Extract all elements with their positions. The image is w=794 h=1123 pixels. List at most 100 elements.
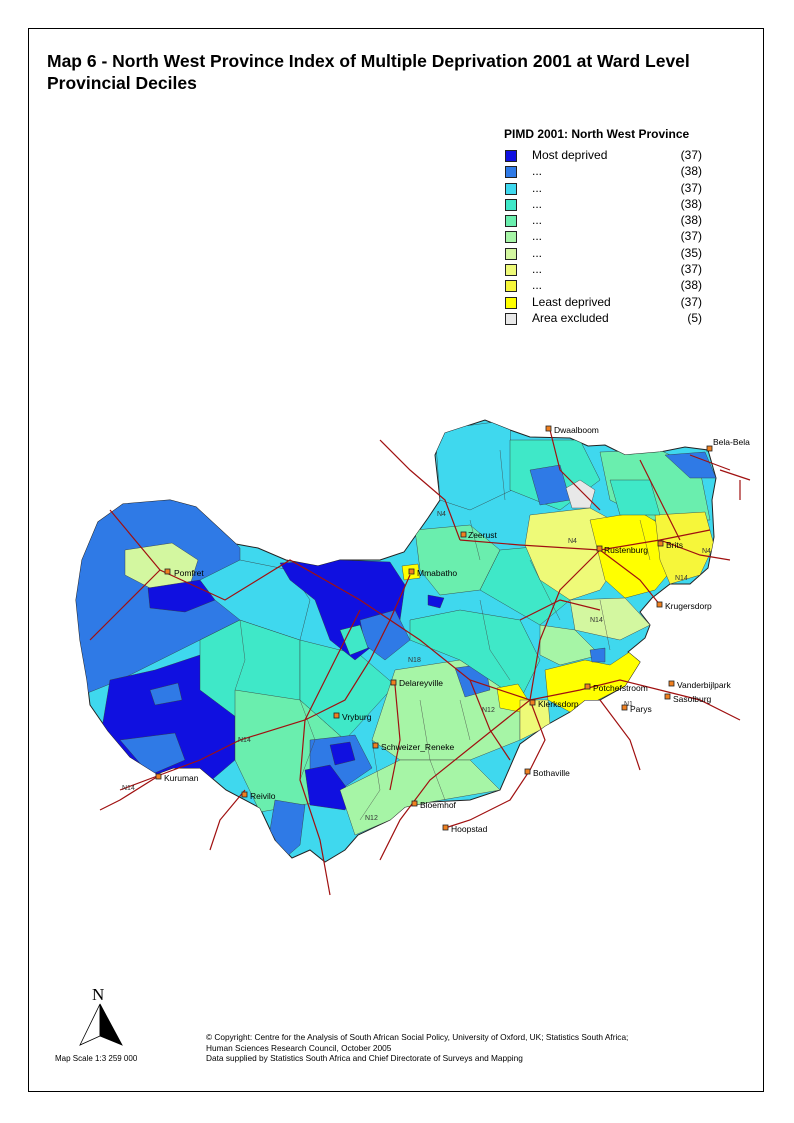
town-label-delareyville: Delareyville bbox=[399, 678, 443, 688]
road-label-n14: N14 bbox=[238, 737, 251, 744]
legend-count: (37) bbox=[680, 262, 702, 277]
town-marker bbox=[529, 699, 536, 706]
road-label-n4: N4 bbox=[568, 538, 577, 545]
legend-title: PIMD 2001: North West Province bbox=[504, 127, 690, 141]
legend-swatch bbox=[505, 166, 517, 179]
map-scale: Map Scale 1:3 259 000 bbox=[55, 1054, 138, 1063]
legend-count: (37) bbox=[680, 148, 702, 162]
north-arrow-left-icon bbox=[79, 1003, 101, 1046]
credits-line-2: Human Sciences Research Council, October… bbox=[206, 1042, 392, 1053]
ward-region bbox=[589, 647, 606, 663]
north-label: N bbox=[92, 985, 104, 1004]
road-network bbox=[89, 429, 751, 896]
legend-swatch bbox=[505, 231, 517, 244]
legend-label: ... bbox=[532, 245, 543, 260]
road-label-n12: N12 bbox=[482, 707, 495, 714]
town-marker bbox=[657, 540, 664, 547]
title-line-1: Map 6 - North West Province Index of Mul… bbox=[47, 51, 690, 71]
legend-label: ... bbox=[532, 213, 543, 228]
town-marker bbox=[442, 824, 449, 831]
town-marker bbox=[584, 683, 591, 690]
town-label-bela-bela: Bela-Bela bbox=[713, 437, 750, 447]
road-label-n14: N14 bbox=[675, 575, 688, 582]
town-marker bbox=[333, 712, 340, 719]
ward-regions bbox=[76, 420, 716, 859]
legend-item: ... (38) bbox=[504, 278, 714, 294]
ward-region bbox=[409, 609, 541, 701]
legend-swatch bbox=[505, 198, 517, 211]
town-label-vryburg: Vryburg bbox=[342, 712, 372, 722]
ward-region bbox=[199, 559, 311, 641]
legend-label: Least deprived bbox=[532, 294, 611, 309]
legend-count: (38) bbox=[680, 196, 702, 211]
title-line-2: Provincial Deciles bbox=[47, 73, 197, 93]
road-label-n14: N14 bbox=[122, 785, 135, 792]
town-label-vanderbijlpark: Vanderbijlpark bbox=[677, 680, 731, 690]
ward-region bbox=[654, 511, 715, 585]
ward-region bbox=[664, 451, 716, 479]
town-marker bbox=[706, 445, 713, 452]
legend-swatch bbox=[505, 296, 517, 309]
legend-count: (38) bbox=[680, 213, 702, 228]
credits: © Copyright: Centre for the Analysis of … bbox=[206, 1032, 766, 1064]
legend-item: ... (35) bbox=[504, 246, 714, 262]
town-label-krugersdorp: Krugersdorp bbox=[665, 601, 712, 611]
ward-region bbox=[609, 479, 661, 516]
ward-region bbox=[149, 682, 183, 706]
legend-item: ... (37) bbox=[504, 262, 714, 278]
road-label-n18: N18 bbox=[408, 657, 421, 664]
town-label-klerksdorp: Klerksdorp bbox=[538, 699, 579, 709]
town-marker bbox=[241, 791, 248, 798]
road-label-n4: N4 bbox=[702, 548, 711, 555]
town-markers bbox=[155, 425, 713, 831]
legend-swatch bbox=[505, 280, 517, 293]
map-frame bbox=[28, 28, 764, 1092]
town-marker bbox=[411, 800, 418, 807]
road-label-n4: N4 bbox=[437, 511, 446, 518]
legend-count: (35) bbox=[680, 245, 702, 260]
town-label-sasolburg: Sasolburg bbox=[673, 694, 712, 704]
ward-region bbox=[565, 479, 596, 509]
legend-label: ... bbox=[532, 164, 543, 179]
town-label-hoopstad: Hoopstad bbox=[451, 824, 488, 834]
legend-swatch bbox=[505, 150, 517, 162]
legend-item: Area excluded (5) bbox=[504, 311, 714, 327]
legend-label: Most deprived bbox=[532, 148, 608, 162]
town-marker bbox=[596, 545, 603, 552]
town-marker bbox=[390, 679, 397, 686]
legend-item: Least deprived (37) bbox=[504, 295, 714, 311]
town-label-schweizer-reneke: Schweizer_Reneke bbox=[381, 742, 455, 752]
ward-region bbox=[329, 741, 356, 766]
legend-label: ... bbox=[532, 196, 543, 211]
legend-label: Area excluded bbox=[532, 310, 609, 325]
legend-rows: Most deprived (37)... (38)... (37)... (38)..… bbox=[504, 148, 714, 327]
legend-count: (37) bbox=[680, 229, 702, 244]
town-label-bothaville: Bothaville bbox=[533, 768, 570, 778]
town-label-kuruman: Kuruman bbox=[164, 773, 199, 783]
legend-item: ... (37) bbox=[504, 181, 714, 197]
town-marker bbox=[408, 568, 415, 575]
town-marker bbox=[155, 773, 162, 780]
legend-count: (38) bbox=[680, 164, 702, 179]
town-label-parys: Parys bbox=[630, 704, 652, 714]
legend-item: ... (38) bbox=[504, 213, 714, 229]
legend-count: (38) bbox=[680, 278, 702, 293]
town-label-potchefstroom: Potchefstroom bbox=[593, 683, 648, 693]
town-marker bbox=[372, 742, 379, 749]
town-marker bbox=[524, 768, 531, 775]
town-label-dwaalboom: Dwaalboom bbox=[554, 425, 599, 435]
legend-item: ... (38) bbox=[504, 164, 714, 180]
town-marker bbox=[668, 680, 675, 687]
ward-boundaries bbox=[234, 449, 651, 821]
legend-label: ... bbox=[532, 180, 543, 195]
legend-item: ... (38) bbox=[504, 197, 714, 213]
town-label-reivilo: Reivilo bbox=[250, 791, 276, 801]
town-label-bloemhof: Bloemhof bbox=[420, 800, 457, 810]
town-label-rustenburg: Rustenburg bbox=[604, 545, 648, 555]
ward-region bbox=[539, 624, 601, 666]
legend-swatch bbox=[505, 215, 517, 228]
legend-label: ... bbox=[532, 278, 543, 293]
north-arrow: N bbox=[79, 985, 123, 1046]
legend-swatch bbox=[505, 247, 517, 260]
